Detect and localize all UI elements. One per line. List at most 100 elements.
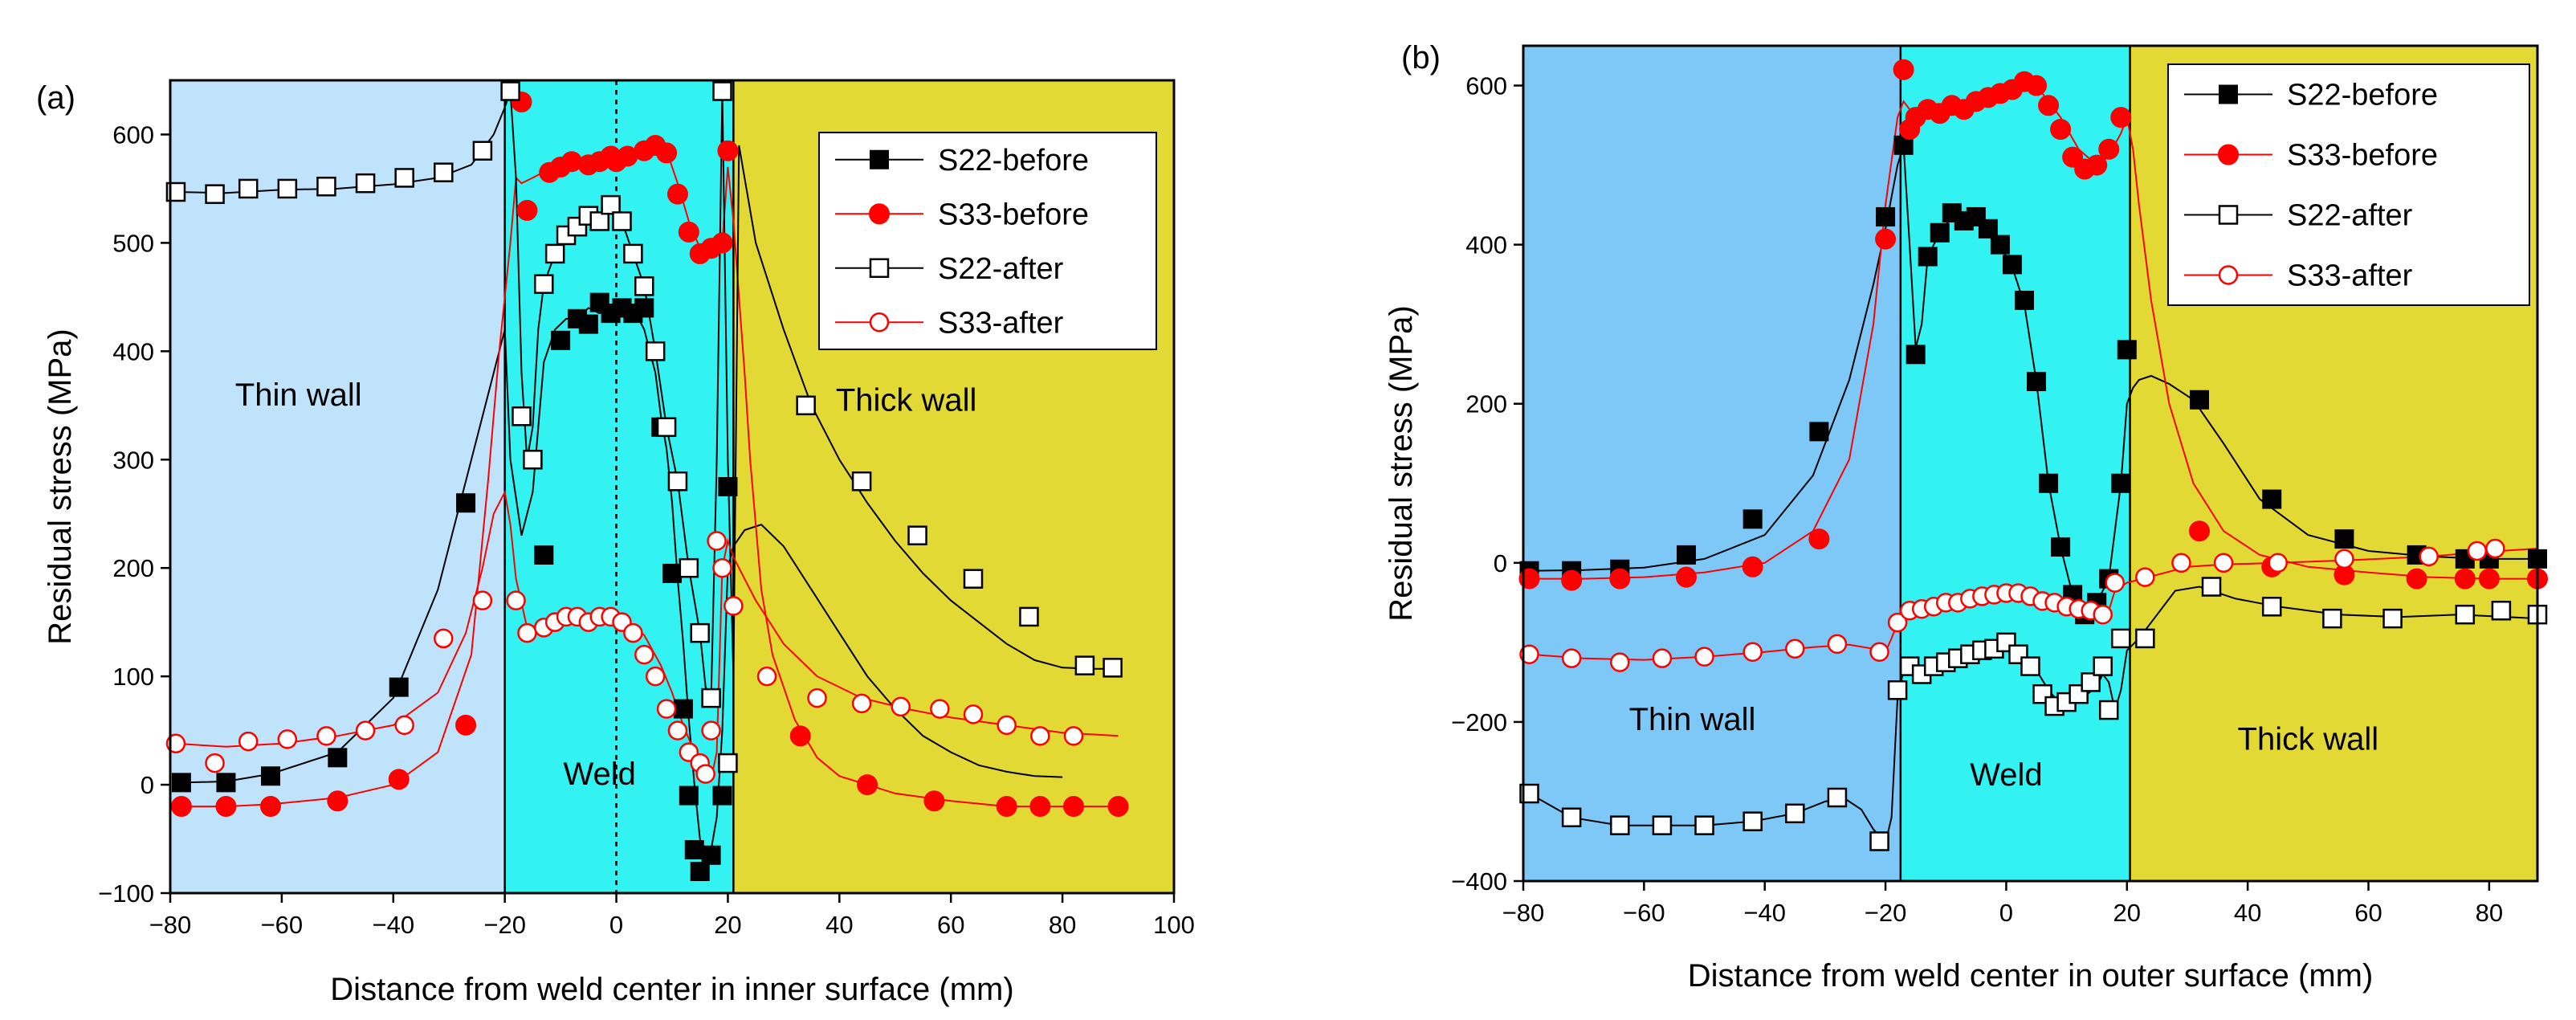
series-S22-after-point [2093,656,2113,676]
series-S22-after-point [796,395,816,416]
x-tick-label: −20 [1865,899,1907,927]
series-S33-after-point [851,693,872,714]
x-tick-label: −80 [149,911,192,939]
series-S22-after-point [701,687,721,708]
series-S22-after-point [2491,600,2512,621]
region-label: Thin wall [1629,702,1756,737]
series-S22-after-point [1694,815,1714,835]
x-axis-label: Distance from weld center in inner surfa… [330,972,1013,1007]
series-S33-after-point [205,753,225,773]
series-S22-after-point [1074,655,1095,675]
series-S22-after-point [656,417,677,438]
series-S33-after-point [1610,652,1630,672]
series-S22-before-point [712,785,732,806]
series-S22-before-point [2111,473,2131,493]
series-S33-before-point [2478,568,2500,590]
series-S33-before-point [215,796,237,818]
series-S22-after-point [2201,577,2222,597]
series-S33-after-point [1652,648,1673,668]
legend-marker-S33-after [869,312,890,333]
series-S33-after-point [2268,553,2288,573]
legend-marker-S33-before [2218,144,2239,165]
legend-box [2167,63,2530,306]
series-S33-before-point [260,796,281,818]
y-tick-label: −400 [1451,867,1507,896]
series-S33-after-point [2093,604,2113,625]
series-S33-after-point [695,764,715,784]
series-S33-after-point [701,720,721,741]
x-tick-label: 20 [714,911,741,939]
x-tick-label: 60 [2354,899,2382,927]
series-S33-after-point [1742,642,1763,662]
y-tick-label: 600 [112,120,154,149]
series-S22-after-point [589,211,609,231]
series-S33-after-point [2213,553,2234,573]
y-tick-label: 100 [112,663,154,691]
series-S22-after-point [534,274,554,294]
series-S22-before-point [1906,345,1926,365]
series-S33-before-point [1561,569,1583,591]
series-S22-before-point [2039,473,2059,493]
series-S22-after-point [2098,700,2119,720]
legend-marker-S33-before [869,203,890,225]
series-S33-after-point [997,715,1017,736]
series-S22-before-point [171,773,191,793]
x-tick-label: 80 [2476,899,2503,927]
series-S22-before-point [1876,206,1896,226]
series-S33-before-point [2026,75,2048,96]
legend-label-S33-before: S33-before [938,198,1089,231]
series-S22-before-point [2334,529,2354,549]
series-S22-after-point [1561,807,1582,828]
series-S22-before-point [684,840,704,860]
region-label: Thick wall [836,383,977,418]
series-S33-before-point [1518,568,1540,590]
region-1-band [1523,46,1901,881]
series-S33-after-point [517,622,537,643]
legend-label-S22-after: S22-after [938,252,1064,286]
y-tick-label: 400 [112,337,154,365]
series-S22-before-point [2051,537,2071,557]
series-S22-before-point [2027,371,2047,391]
series-S22-before-point [1676,545,1696,565]
series-S33-before-point [170,796,192,818]
series-S22-after-point [645,341,666,361]
x-tick-label: −40 [372,911,414,939]
series-S33-before-point [1107,796,1129,818]
series-S33-before-point [923,790,945,812]
series-S22-before-point [690,862,710,882]
series-S22-before-point [1809,422,1829,442]
series-S33-after-point [645,666,666,687]
series-S33-after-point [1869,642,1889,662]
series-S22-after-point [718,753,738,773]
series-S33-before-point [1875,228,1897,250]
legend-marker-S33-after [2218,265,2239,285]
x-tick-label: 80 [1049,911,1076,939]
legend-label-S33-before: S33-before [2287,139,2438,173]
series-S22-after-point [1103,658,1123,678]
series-S22-before-point [1978,218,1998,239]
x-tick-label: 0 [609,911,623,939]
series-S33-before-point [516,199,538,221]
series-S33-after-point [1063,726,1084,746]
x-tick-label: −40 [1743,899,1786,927]
series-S33-after-point [1887,612,1908,633]
series-S33-after-point [930,699,950,719]
series-S33-before-point [2086,154,2108,176]
legend-label-S33-after: S33-after [938,306,1064,340]
series-S33-after-point [2135,567,2155,587]
y-tick-label: 200 [1465,390,1507,418]
series-S22-before-point [2262,489,2282,509]
series-S33-after-point [434,628,454,649]
series-S33-after-point [2334,549,2354,569]
region-label: Thin wall [235,377,362,413]
series-S33-before-point [789,725,811,747]
series-S22-before-point [718,477,738,496]
series-S33-before-point [388,769,410,790]
series-S22-after-point [667,471,688,492]
series-S22-after-point [500,81,520,101]
series-S22-after-point [1827,787,1848,808]
series-S33-before-point [327,790,348,812]
series-S22-before-point [328,748,348,768]
